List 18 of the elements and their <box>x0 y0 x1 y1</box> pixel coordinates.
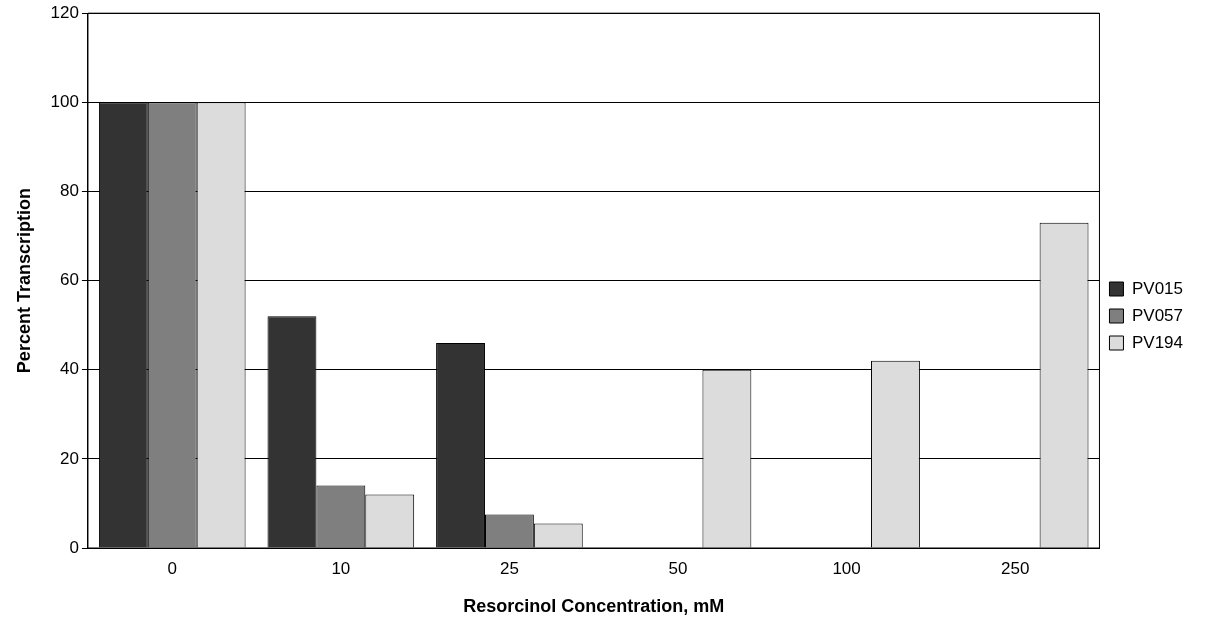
y-axis-title: Percent Transcription <box>13 188 34 374</box>
y-tick-label: 40 <box>60 359 79 379</box>
y-tick-label: 100 <box>50 92 79 112</box>
y-tick-label: 60 <box>60 270 79 290</box>
x-tick-label: 25 <box>499 558 519 578</box>
x-tick-label: 0 <box>167 558 177 578</box>
y-tick-label: 20 <box>60 448 79 468</box>
y-tick-label: 0 <box>69 537 79 557</box>
x-axis-title: Resorcinol Concentration, mM <box>463 596 725 617</box>
legend-label: PV015 <box>1131 278 1184 298</box>
y-tick-label: 120 <box>50 2 79 22</box>
y-tick-label: 80 <box>60 181 79 201</box>
x-tick-label: 250 <box>1000 558 1030 578</box>
x-tick-label: 50 <box>668 558 688 578</box>
x-tick-label: 100 <box>832 558 861 578</box>
legend-label: PV194 <box>1131 332 1184 352</box>
x-tick-label: 10 <box>331 558 351 578</box>
legend-label: PV057 <box>1131 305 1184 325</box>
